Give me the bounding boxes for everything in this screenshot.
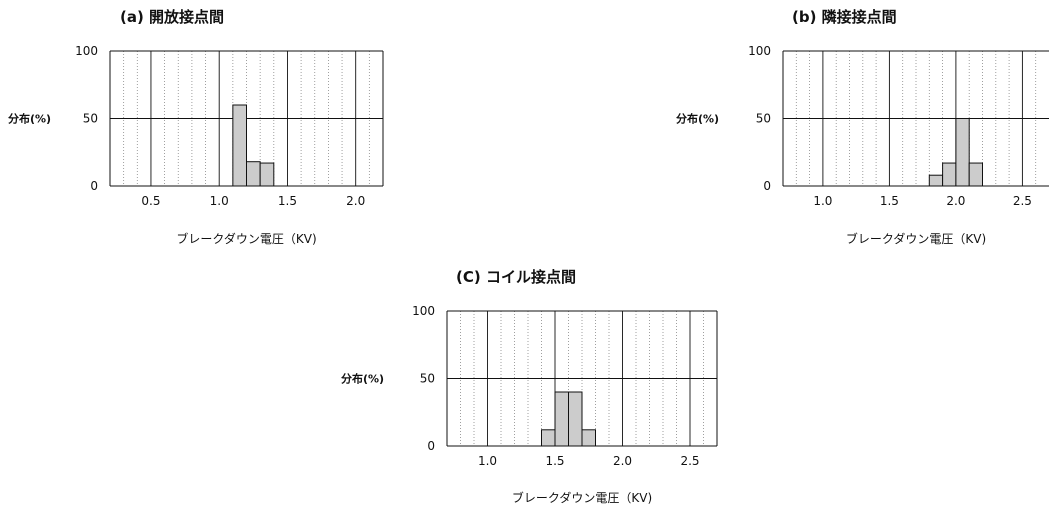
x-axis-label: ブレークダウン電圧（KV) bbox=[846, 231, 986, 246]
y-tick-label: 100 bbox=[75, 44, 98, 58]
x-tick-label: 2.5 bbox=[1013, 194, 1032, 208]
chart-title: (C) コイル接点間 bbox=[456, 268, 576, 286]
y-tick-label: 100 bbox=[748, 44, 771, 58]
y-tick-label: 0 bbox=[763, 179, 771, 193]
bar-0 bbox=[541, 429, 556, 447]
bar-2 bbox=[259, 162, 275, 187]
y-tick-label: 50 bbox=[83, 112, 98, 126]
bar-1 bbox=[554, 391, 569, 447]
x-tick-label: 2.0 bbox=[346, 194, 365, 208]
chart-title: (a) 開放接点間 bbox=[120, 8, 224, 26]
y-tick-label: 100 bbox=[412, 304, 435, 318]
bar-1 bbox=[942, 162, 957, 187]
y-axis-label: 分布(%) bbox=[341, 372, 384, 386]
chart-title: (b) 隣接接点間 bbox=[792, 8, 897, 26]
bar-0 bbox=[232, 104, 248, 187]
x-tick-label: 2.0 bbox=[946, 194, 965, 208]
y-tick-label: 0 bbox=[90, 179, 98, 193]
x-tick-label: 1.5 bbox=[278, 194, 297, 208]
x-axis-label: ブレークダウン電圧（KV) bbox=[512, 490, 652, 505]
x-axis-label: ブレークダウン電圧（KV) bbox=[176, 231, 316, 246]
bar-0 bbox=[928, 174, 944, 187]
bar-2 bbox=[955, 118, 970, 187]
y-axis-label: 分布(%) bbox=[8, 112, 51, 126]
bar-2 bbox=[568, 391, 583, 447]
y-tick-label: 50 bbox=[756, 112, 771, 126]
x-tick-label: 0.5 bbox=[141, 194, 160, 208]
x-tick-label: 2.0 bbox=[613, 454, 632, 468]
x-tick-label: 1.0 bbox=[210, 194, 229, 208]
x-tick-label: 2.5 bbox=[680, 454, 699, 468]
x-tick-label: 1.0 bbox=[813, 194, 832, 208]
x-tick-label: 1.0 bbox=[478, 454, 497, 468]
y-tick-label: 0 bbox=[427, 439, 435, 453]
bar-1 bbox=[246, 161, 261, 187]
x-tick-label: 1.5 bbox=[880, 194, 899, 208]
bar-3 bbox=[581, 429, 596, 447]
x-tick-label: 1.5 bbox=[545, 454, 564, 468]
bar-3 bbox=[968, 162, 984, 187]
y-tick-label: 50 bbox=[420, 372, 435, 386]
y-axis-label: 分布(%) bbox=[676, 112, 719, 126]
